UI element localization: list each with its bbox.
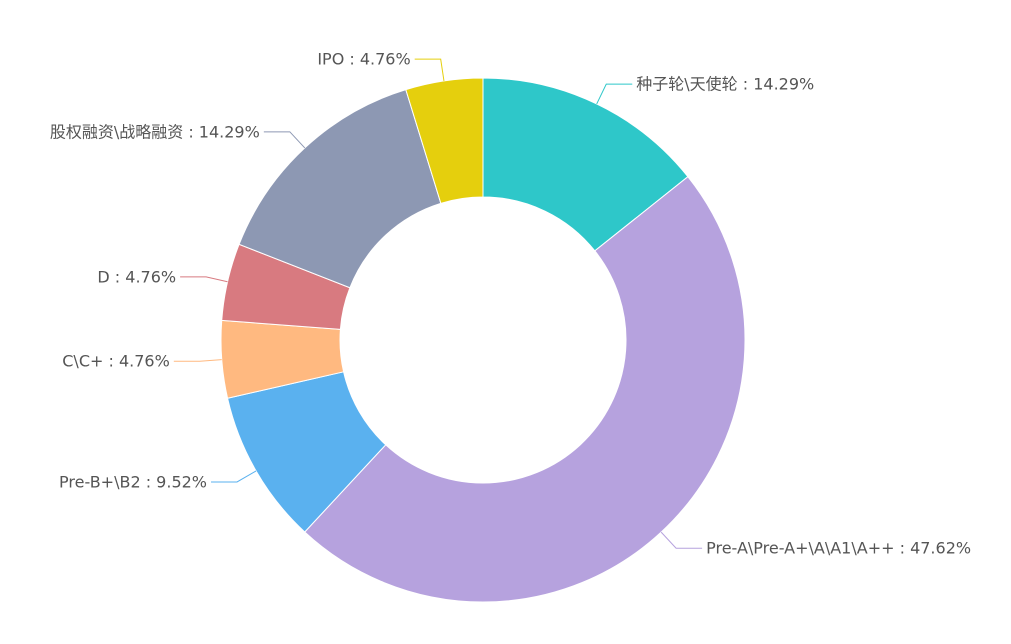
slice-label-0: 种子轮\天使轮 : 14.29% bbox=[636, 75, 814, 94]
slice-label-5: 股权融资\战略融资 : 14.29% bbox=[50, 122, 260, 141]
pie-slice-slice-0[interactable] bbox=[482, 77, 689, 252]
slice-label-6: IPO : 4.76% bbox=[317, 50, 410, 69]
pie-slice-ipo-6[interactable] bbox=[405, 77, 484, 204]
label-group: 种子轮\天使轮 : 14.29% Pre-A\Pre-A+\A\A1\A++ : … bbox=[50, 50, 971, 558]
leader-line-1 bbox=[660, 531, 703, 549]
leader-line-group bbox=[173, 58, 703, 549]
leader-line-5 bbox=[263, 131, 306, 149]
slice-label-4: D : 4.76% bbox=[97, 267, 176, 286]
leader-line-2 bbox=[211, 470, 257, 483]
leader-line-4 bbox=[180, 276, 228, 283]
leader-line-3 bbox=[173, 359, 222, 362]
slice-label-1: Pre-A\Pre-A+\A\A1\A++ : 47.62% bbox=[706, 539, 971, 558]
slice-label-2: Pre-B+\B2 : 9.52% bbox=[59, 472, 207, 491]
slice-label-3: C\C+ : 4.76% bbox=[62, 352, 170, 371]
leader-line-0 bbox=[596, 83, 633, 105]
slice-group bbox=[220, 77, 746, 603]
leader-line-6 bbox=[414, 58, 445, 81]
pie-slice-slice-5[interactable] bbox=[238, 89, 442, 289]
pie-slice-pre-a-pre-a-a-a1-a-1[interactable] bbox=[304, 175, 746, 603]
